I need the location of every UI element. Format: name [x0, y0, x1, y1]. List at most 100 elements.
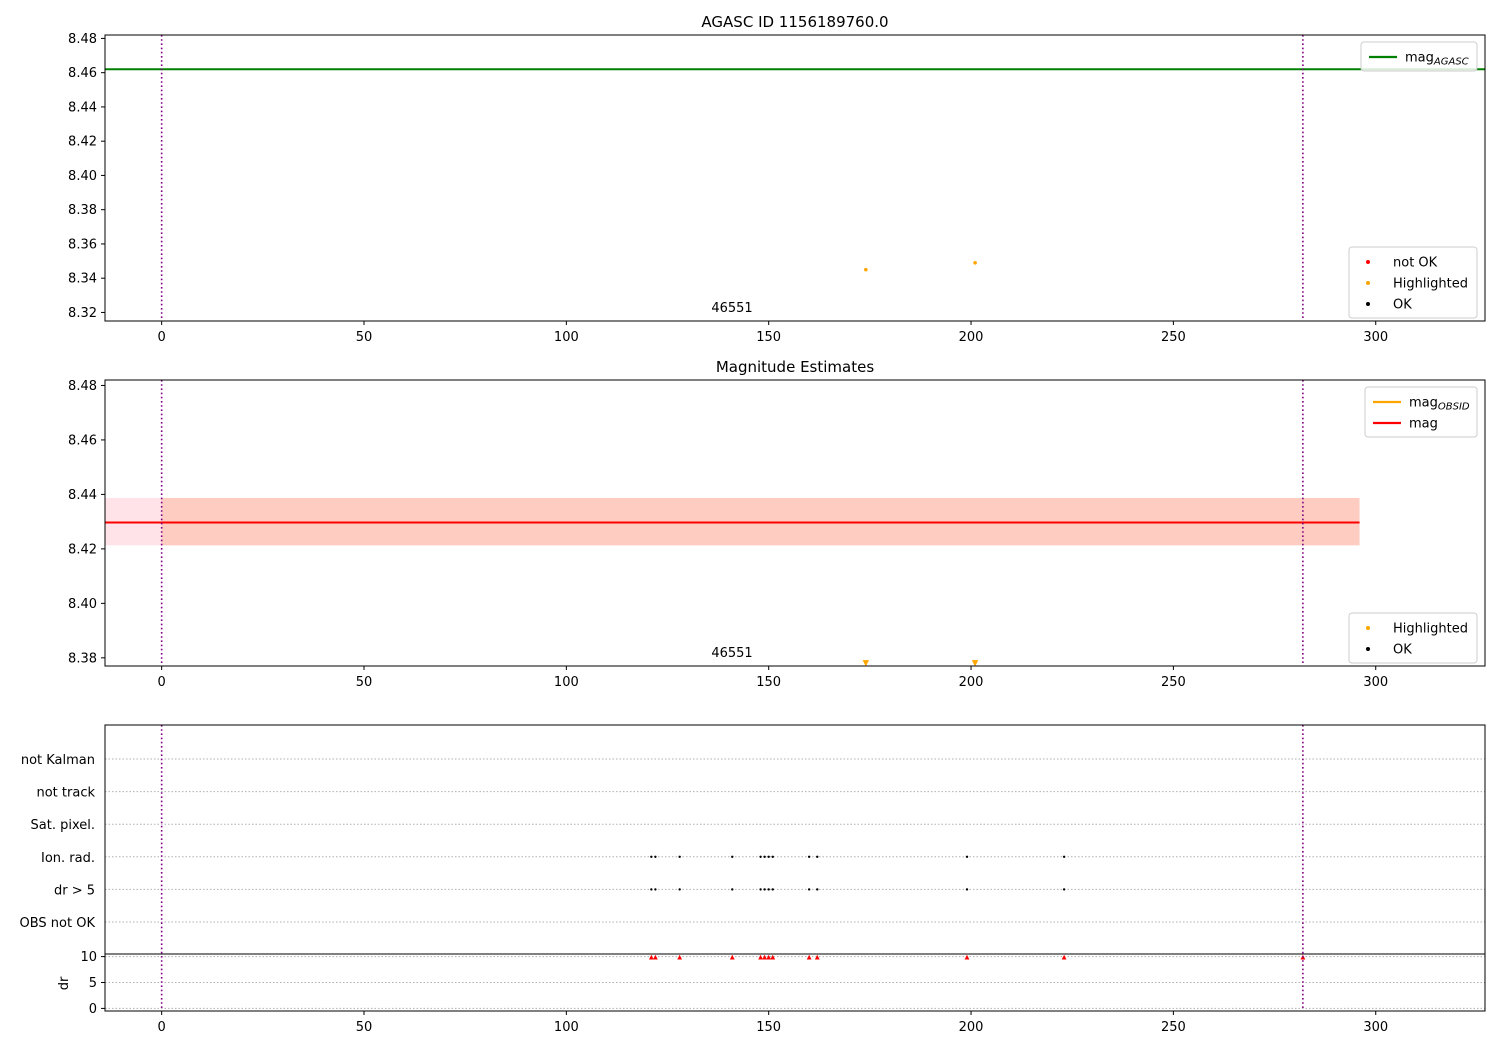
magnitude-panel-annotation: 46551: [711, 646, 752, 661]
flags-point: [759, 888, 762, 891]
agasc-ytick-label: 8.46: [68, 66, 97, 81]
flags-point: [767, 855, 770, 858]
magnitude-legend-lower-frame: [1348, 612, 1478, 664]
agasc-ytick-label: 8.40: [68, 169, 97, 184]
flags-xtick-label: 150: [756, 1020, 781, 1035]
dr-clipped-marker: [652, 954, 658, 960]
magnitude-xtick-label: 100: [554, 675, 579, 690]
magnitude-panel-frame: [104, 379, 1486, 667]
dr-clipped-marker: [1061, 954, 1067, 960]
dr-clipped-marker: [729, 954, 735, 960]
dr-ytick-label: 5: [89, 976, 97, 991]
agasc-xtick-label: 50: [356, 330, 373, 345]
flags-point: [763, 855, 766, 858]
magnitude-highlight-marker: [862, 660, 870, 667]
agasc-ytick-label: 8.38: [68, 203, 97, 218]
dr-ytick-label: 10: [80, 950, 97, 965]
flags-point: [771, 855, 774, 858]
agasc-legend-upper: magAGASC: [1360, 41, 1478, 72]
flags-category-label: OBS not OK: [20, 916, 96, 931]
magnitude-legend-lower-dot-handle: [1366, 647, 1370, 651]
flags-xtick-label: 100: [554, 1020, 579, 1035]
magnitude-ytick-label: 8.40: [68, 597, 97, 612]
agasc-ytick-label: 8.48: [68, 32, 97, 47]
flags-point: [731, 855, 734, 858]
magnitude-xtick-label: 300: [1363, 675, 1388, 690]
magnitude-legend-upper-frame: [1364, 386, 1478, 438]
magnitude-ytick-label: 8.48: [68, 379, 97, 394]
flags-point: [759, 855, 762, 858]
magnitude-panel-title: Magnitude Estimates: [716, 358, 874, 376]
dr-clipped-marker: [814, 954, 820, 960]
magnitude-ytick-label: 8.44: [68, 488, 97, 503]
agasc-legend-upper-frame: [1360, 41, 1478, 72]
agasc-legend-lower-dot-handle: [1366, 260, 1370, 264]
dr-clipped-marker: [766, 954, 772, 960]
agasc-xtick-label: 250: [1161, 330, 1186, 345]
magnitude-legend-lower: Highlighted OK: [1348, 612, 1478, 664]
flags-point: [650, 888, 653, 891]
flags-point: [816, 888, 819, 891]
flags-point: [771, 888, 774, 891]
agasc-xtick-label: 200: [959, 330, 984, 345]
agasc-ytick-label: 8.34: [68, 272, 97, 287]
agasc-xtick-label: 150: [756, 330, 781, 345]
magnitude-legend-upper-label: mag: [1409, 417, 1438, 432]
agasc-xtick-label: 100: [554, 330, 579, 345]
agasc-legend-lower: not OK Highlighted OK: [1348, 246, 1478, 319]
flags-category-label: not track: [36, 786, 95, 801]
agasc-ytick-label: 8.32: [68, 306, 97, 321]
flags-category-label: Sat. pixel.: [31, 818, 95, 833]
flags-xtick-label: 300: [1363, 1020, 1388, 1035]
agasc-legend-lower-dot-handle: [1366, 281, 1370, 285]
flags-point: [767, 888, 770, 891]
magnitude-legend-lower-label: Highlighted: [1393, 622, 1468, 637]
agasc-panel-title: AGASC ID 1156189760.0: [701, 13, 888, 31]
flags-point: [763, 888, 766, 891]
flags-point: [678, 855, 681, 858]
magnitude-legend-lower-dot-handle: [1366, 626, 1370, 630]
flags-xtick-label: 200: [959, 1020, 984, 1035]
flags-point: [731, 888, 734, 891]
flags-point: [1062, 888, 1066, 891]
flags-category-label: dr > 5: [54, 883, 95, 898]
magnitude-panel: Magnitude Estimates 46551 0 50 100 150 200 25…: [68, 358, 1486, 690]
dr-clipped-marker: [677, 954, 683, 960]
dr-clipped-marker: [770, 954, 776, 960]
flags-point: [654, 855, 657, 858]
agasc-legend-lower-label: Highlighted: [1393, 277, 1468, 292]
agasc-panel: AGASC ID 1156189760.0 46551 0 50 100 150 200…: [68, 13, 1486, 345]
flags-xtick-label: 50: [356, 1020, 373, 1035]
magnitude-ytick-label: 8.46: [68, 433, 97, 448]
flags-point: [1062, 855, 1066, 858]
magnitude-xtick-label: 250: [1161, 675, 1186, 690]
dr-ytick-label: 0: [89, 1002, 97, 1017]
dr-clipped-marker: [964, 954, 970, 960]
agasc-legend-lower-label: not OK: [1393, 256, 1438, 271]
flags-panel: not Kalman not track Sat. pixel. Ion. rad. d…: [20, 724, 1486, 1035]
magnitude-xtick-label: 50: [356, 675, 373, 690]
dr-clipped-marker: [758, 954, 764, 960]
magnitude-xtick-label: 0: [158, 675, 166, 690]
agasc-xtick-label: 300: [1363, 330, 1388, 345]
flags-point: [965, 855, 969, 858]
flags-point: [965, 888, 969, 891]
flags-point: [807, 888, 811, 891]
agasc-legend-lower-label: OK: [1393, 298, 1412, 313]
magnitude-highlight-marker: [971, 660, 979, 667]
flags-xtick-label: 250: [1161, 1020, 1186, 1035]
flags-category-label: not Kalman: [21, 753, 95, 768]
magnitude-legend-lower-label: OK: [1393, 643, 1412, 658]
flags-point: [816, 855, 819, 858]
agasc-legend-lower-dot-handle: [1366, 302, 1370, 306]
agasc-legend-lower-frame: [1348, 246, 1478, 319]
agasc-ytick-label: 8.42: [68, 135, 97, 150]
agasc-xtick-label: 0: [158, 330, 166, 345]
dr-clipped-marker: [648, 954, 654, 960]
magnitude-ytick-label: 8.42: [68, 542, 97, 557]
agasc-ytick-label: 8.36: [68, 237, 97, 252]
agasc-panel-frame: [104, 34, 1486, 322]
magnitude-xtick-label: 150: [756, 675, 781, 690]
